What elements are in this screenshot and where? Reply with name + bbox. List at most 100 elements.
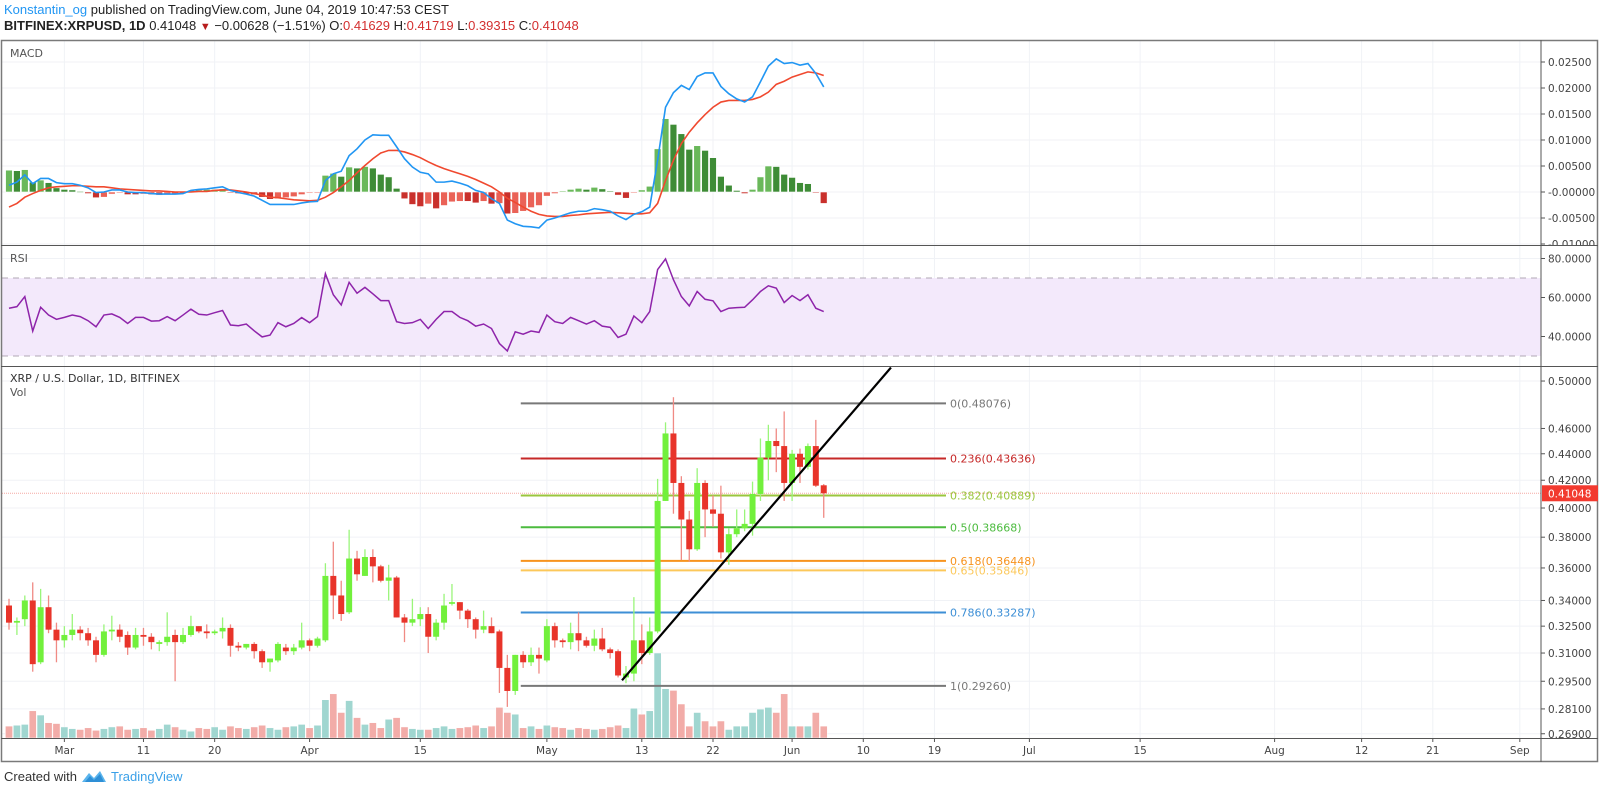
- candle-body[interactable]: [725, 534, 732, 553]
- candle-body[interactable]: [615, 651, 622, 676]
- candle-body[interactable]: [93, 640, 100, 655]
- candle-body[interactable]: [298, 640, 305, 648]
- candle-body[interactable]: [583, 640, 590, 646]
- candle-body[interactable]: [781, 446, 788, 483]
- candle-body[interactable]: [85, 633, 92, 641]
- candle-body[interactable]: [13, 620, 20, 623]
- candle-body[interactable]: [417, 614, 424, 620]
- candle-body[interactable]: [385, 577, 392, 581]
- candle-body[interactable]: [749, 493, 756, 524]
- candle-body[interactable]: [227, 627, 234, 646]
- candle-body[interactable]: [607, 649, 614, 654]
- candle-body[interactable]: [322, 575, 329, 641]
- candle-body[interactable]: [251, 643, 258, 652]
- candle-body[interactable]: [789, 453, 796, 483]
- candle-body[interactable]: [757, 457, 764, 494]
- candle-body[interactable]: [804, 446, 811, 467]
- candle-body[interactable]: [53, 629, 60, 641]
- candle-body[interactable]: [29, 600, 36, 665]
- candle-body[interactable]: [638, 640, 645, 654]
- candle-body[interactable]: [108, 629, 115, 632]
- candle-body[interactable]: [314, 638, 321, 646]
- candle-body[interactable]: [733, 528, 740, 535]
- candle-body[interactable]: [488, 626, 495, 634]
- candle-body[interactable]: [630, 640, 637, 674]
- candle-body[interactable]: [520, 654, 527, 663]
- rsi-pane[interactable]: [2, 257, 1541, 357]
- candle-body[interactable]: [741, 523, 748, 529]
- candle-body[interactable]: [694, 482, 701, 550]
- candle-body[interactable]: [377, 566, 384, 581]
- candle-body[interactable]: [464, 610, 471, 620]
- author-link[interactable]: Konstantin_og: [4, 2, 88, 17]
- candle-body[interactable]: [267, 658, 274, 663]
- candle-body[interactable]: [69, 629, 76, 635]
- candle-body[interactable]: [235, 645, 242, 648]
- candle-body[interactable]: [100, 631, 107, 655]
- candle-body[interactable]: [496, 631, 503, 668]
- macd-axis[interactable]: 0.02500 0.02000 0.01500 0.01000 0.00500 -0.00…: [1541, 57, 1595, 251]
- candle-body[interactable]: [765, 440, 772, 458]
- candle-body[interactable]: [140, 634, 147, 637]
- candle-body[interactable]: [472, 619, 479, 630]
- candle-body[interactable]: [670, 433, 677, 483]
- candle-body[interactable]: [361, 556, 368, 576]
- candle-body[interactable]: [354, 558, 361, 575]
- candle-body[interactable]: [678, 482, 685, 520]
- candle-body[interactable]: [512, 654, 519, 691]
- candle-body[interactable]: [164, 636, 171, 643]
- candle-body[interactable]: [441, 605, 448, 623]
- candle-body[interactable]: [543, 626, 550, 661]
- candle-body[interactable]: [551, 626, 558, 641]
- candle-body[interactable]: [330, 575, 337, 596]
- candle-body[interactable]: [702, 482, 709, 510]
- candle-body[interactable]: [709, 509, 716, 514]
- candle-body[interactable]: [654, 500, 661, 632]
- candle-body[interactable]: [812, 446, 819, 486]
- value-axes[interactable]: 0.50000 0.46000 0.44000 0.42000 0.40000 0.380…: [1541, 57, 1598, 741]
- candle-body[interactable]: [528, 654, 535, 663]
- candle-body[interactable]: [180, 634, 187, 643]
- macd-pane[interactable]: [5, 57, 828, 229]
- candle-body[interactable]: [797, 453, 803, 467]
- candle-body[interactable]: [717, 513, 724, 553]
- candle-body[interactable]: [773, 440, 780, 447]
- candle-body[interactable]: [433, 622, 440, 637]
- candle-body[interactable]: [77, 629, 84, 634]
- candle-body[interactable]: [820, 485, 827, 494]
- candle-body[interactable]: [409, 619, 416, 623]
- candle-body[interactable]: [61, 634, 68, 641]
- candle-body[interactable]: [37, 607, 44, 663]
- tradingview-brand-link[interactable]: TradingView: [110, 768, 183, 784]
- candle-body[interactable]: [346, 558, 353, 613]
- candle-body[interactable]: [448, 602, 455, 604]
- candle-body[interactable]: [369, 556, 376, 567]
- candle-body[interactable]: [535, 654, 542, 659]
- candle-body[interactable]: [567, 633, 574, 643]
- trend-line[interactable]: [621, 367, 892, 682]
- candle-body[interactable]: [274, 643, 281, 661]
- candle-body[interactable]: [393, 577, 400, 618]
- candle-body[interactable]: [401, 617, 408, 623]
- candle-body[interactable]: [338, 595, 345, 615]
- candle-body[interactable]: [425, 614, 432, 637]
- candle-body[interactable]: [306, 640, 313, 646]
- candle-body[interactable]: [243, 643, 250, 648]
- candle-body[interactable]: [21, 600, 28, 620]
- candle-body[interactable]: [148, 636, 155, 643]
- candle-body[interactable]: [282, 647, 289, 652]
- candle-body[interactable]: [203, 631, 210, 634]
- candle-body[interactable]: [172, 634, 179, 643]
- candle-body[interactable]: [219, 627, 226, 632]
- candle-body[interactable]: [259, 651, 266, 663]
- candle-body[interactable]: [662, 433, 669, 501]
- candle-body[interactable]: [504, 667, 511, 691]
- candle-body[interactable]: [290, 647, 297, 652]
- candle-body[interactable]: [480, 626, 487, 630]
- candle-body[interactable]: [124, 634, 131, 648]
- candle-body[interactable]: [456, 602, 463, 611]
- price-pane[interactable]: 0(0.48076) 0.236(0.43636) 0.382(0.40889) 0.…: [2, 367, 1541, 738]
- candle-body[interactable]: [195, 626, 202, 632]
- candle-body[interactable]: [6, 605, 12, 623]
- candle-body[interactable]: [591, 638, 598, 646]
